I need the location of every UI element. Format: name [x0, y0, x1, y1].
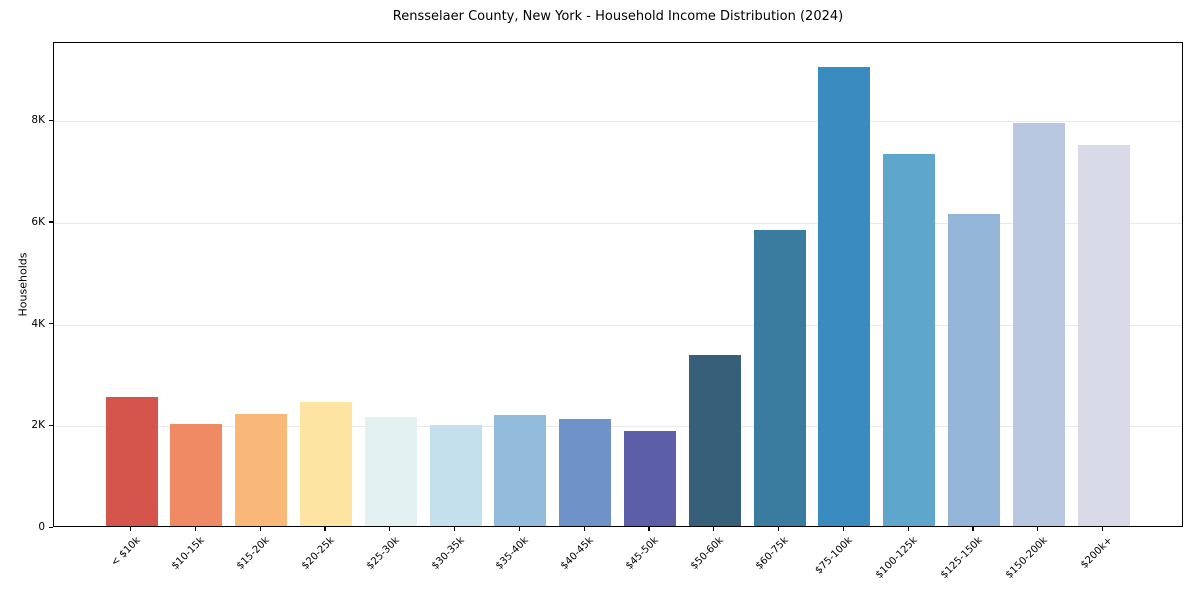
bar-25-30k	[364, 417, 417, 526]
x-tick-label: $20-25k	[299, 535, 337, 572]
x-tick-label: $10-15k	[170, 535, 208, 572]
x-tick-label: $100-125k	[873, 535, 920, 581]
x-tick-label: $25-30k	[364, 535, 402, 572]
bar-10-15k	[170, 424, 223, 526]
x-tick-mark	[907, 527, 909, 531]
y-tick-label: 0	[38, 521, 45, 533]
bar-20-25k	[299, 402, 352, 526]
x-tick-mark	[194, 527, 196, 531]
y-tick-mark	[49, 119, 53, 121]
plot-area	[53, 42, 1183, 527]
x-tick-label: < $10k	[108, 535, 143, 569]
x-tick-mark	[259, 527, 261, 531]
x-tick-mark	[1037, 527, 1039, 531]
gridline-6k	[54, 222, 1182, 224]
y-tick-mark	[49, 221, 53, 223]
chart-title: Rensselaer County, New York - Household …	[392, 9, 844, 24]
bar-100-125k	[883, 153, 936, 526]
x-tick-mark	[583, 527, 585, 531]
bar-125-150k	[947, 214, 1000, 526]
gridline-2k	[54, 426, 1182, 428]
y-tick-label: 6K	[31, 215, 45, 228]
y-tick-label: 4K	[31, 317, 45, 330]
y-tick-mark	[49, 526, 53, 528]
x-tick-mark	[130, 527, 132, 531]
x-tick-label: $35-40k	[494, 535, 532, 572]
x-tick-mark	[324, 527, 326, 531]
x-tick-mark	[648, 527, 650, 531]
x-tick-label: $40-45k	[558, 535, 596, 572]
bar-200k	[1077, 144, 1130, 526]
bar-45-50k	[623, 430, 676, 526]
bar-40-45k	[559, 419, 612, 526]
bar-150-200k	[1012, 122, 1065, 526]
y-tick-mark	[49, 424, 53, 426]
x-tick-label: $60-75k	[753, 535, 791, 572]
x-tick-label: $15-20k	[234, 535, 272, 572]
x-tick-label: $200k+	[1078, 535, 1115, 571]
bar-75-100k	[818, 66, 871, 526]
bar-10k	[105, 396, 158, 526]
y-tick-label: 8K	[31, 114, 45, 127]
bar-30-35k	[429, 424, 482, 526]
x-tick-label: $125-150k	[938, 535, 985, 581]
x-tick-mark	[972, 527, 974, 531]
x-tick-mark	[842, 527, 844, 531]
x-tick-mark	[713, 527, 715, 531]
x-tick-label: $150-200k	[1003, 535, 1050, 581]
bar-15-20k	[235, 413, 288, 526]
y-tick-label: 2K	[31, 419, 45, 432]
bar-50-60k	[688, 354, 741, 526]
x-tick-label: $30-35k	[429, 535, 467, 572]
gridline-8k	[54, 121, 1182, 123]
x-tick-mark	[778, 527, 780, 531]
bar-35-40k	[494, 415, 547, 526]
y-tick-mark	[49, 323, 53, 325]
x-tick-mark	[1102, 527, 1104, 531]
gridline-4k	[54, 324, 1182, 326]
x-tick-mark	[389, 527, 391, 531]
x-tick-label: $50-60k	[688, 535, 726, 572]
bar-60-75k	[753, 229, 806, 526]
x-tick-mark	[518, 527, 520, 531]
x-tick-label: $75-100k	[813, 535, 856, 577]
x-tick-label: $45-50k	[623, 535, 661, 572]
x-tick-mark	[454, 527, 456, 531]
